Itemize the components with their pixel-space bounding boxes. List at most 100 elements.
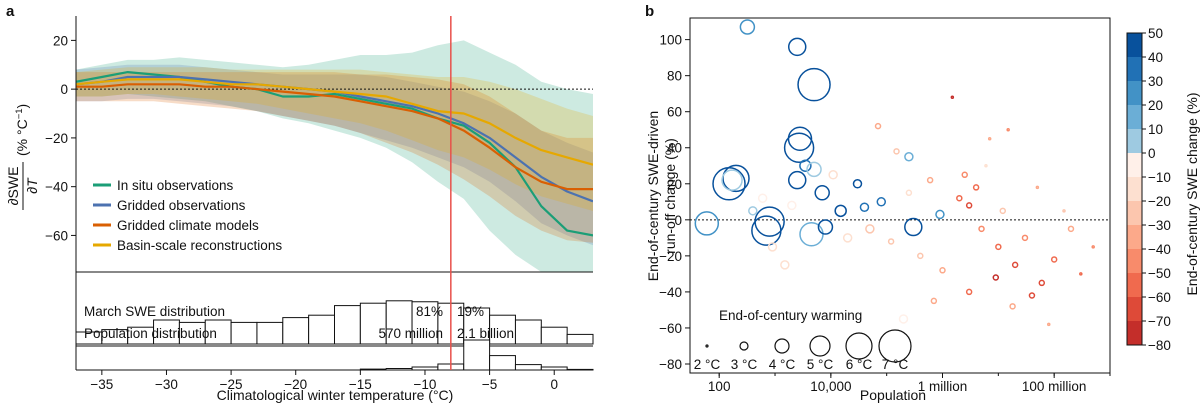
x-tick-label: −25 — [220, 377, 243, 392]
scatter-point — [754, 206, 785, 237]
scatter-point — [904, 152, 914, 162]
band-series-4 — [76, 67, 593, 211]
hist-label-pop_left: 570 million — [378, 326, 443, 341]
colorbar-segment — [1127, 321, 1142, 346]
scatter-point — [876, 197, 887, 207]
scatter-point — [1038, 279, 1046, 287]
scatter-point — [787, 170, 807, 190]
y-tick-label: 60 — [667, 105, 682, 120]
scatter-point — [799, 221, 824, 247]
scatter-point — [961, 171, 968, 179]
panel-a-letter: a — [6, 3, 15, 20]
scatter-point — [987, 136, 992, 141]
warming-legend-label: 7 °C — [882, 357, 909, 372]
y-tick-label: 100 — [659, 33, 682, 48]
scatter-point — [814, 185, 830, 201]
ylabel-unit: (% °C−1) — [14, 104, 30, 156]
legend-label: Basin-scale reconstructions — [117, 238, 282, 253]
colorbar-tick-label: −40 — [1148, 242, 1171, 257]
colorbar-tick-label: 30 — [1148, 74, 1163, 89]
scatter-point — [799, 159, 812, 173]
scatter-point — [939, 267, 946, 274]
warming-legend-title: End-of-century warming — [719, 308, 862, 323]
scatter-point — [898, 314, 909, 324]
colorbar-segment — [1127, 225, 1142, 250]
swe-hist-bar — [566, 333, 594, 345]
scatter-point — [1047, 322, 1051, 327]
panel-a-histograms: −35 −30 −25 −20 −15 −10 −5 0 March SWE distribut… — [75, 271, 594, 392]
scatter-point — [757, 193, 768, 203]
panel-b-letter: b — [645, 3, 654, 20]
band-series-1 — [76, 40, 593, 272]
y-tick-label: 40 — [667, 141, 682, 156]
y-tick-label: 0 — [674, 213, 682, 228]
scatter-point — [965, 202, 973, 209]
line-series-1 — [76, 71, 593, 237]
band-series-2 — [76, 64, 593, 246]
plot-area — [76, 40, 593, 272]
ylabel-numerator: ∂SWE — [5, 167, 21, 206]
scatter-point — [999, 207, 1007, 215]
y-tick-label: 20 — [53, 33, 68, 48]
hist-label-march_label: March SWE distribution — [84, 304, 225, 319]
swe-hist-bar — [540, 326, 568, 345]
swe-hist-bar — [514, 319, 542, 345]
scatter-area — [690, 19, 1110, 327]
swe-hist-bar — [334, 305, 361, 345]
ylabel-unit-close: ) — [14, 104, 30, 109]
x-tick-label: −35 — [90, 377, 113, 392]
colorbar-segment — [1127, 153, 1142, 178]
colorbar-tick-label: −80 — [1148, 338, 1171, 353]
scatter-point — [972, 184, 980, 191]
colorbar-tick-label: 40 — [1148, 50, 1163, 65]
line-series-4 — [76, 78, 593, 166]
colorbar-tick-label: 0 — [1148, 146, 1156, 161]
scatter-point — [995, 243, 1002, 251]
x-tick-label: −5 — [482, 377, 497, 392]
colorbar: 50 40 30 20 10 0 −10 −20 −30 −40 −50 −60 −70 −80 — [1126, 26, 1171, 353]
panel-b-ylabel: End-of-century SWE-driven run-off change… — [645, 111, 678, 281]
colorbar-tick-label: −70 — [1148, 314, 1171, 329]
scatter-point — [694, 211, 720, 236]
scatter-point — [722, 164, 750, 193]
pop-hist-bar — [489, 355, 516, 371]
swe-hist-bar — [489, 314, 516, 345]
colorbar-segment — [1127, 33, 1142, 58]
scatter-point — [828, 170, 838, 180]
colorbar-tick-label: −10 — [1148, 170, 1171, 185]
hist-label-threshold_label_right: 19% — [457, 304, 484, 319]
scatter-point — [767, 242, 778, 252]
scatter-point — [797, 67, 831, 102]
scatter-point — [1011, 261, 1019, 269]
scatter-point — [787, 37, 807, 57]
colorbar-segment — [1127, 105, 1142, 130]
colorbar-segment — [1127, 81, 1142, 106]
scatter-point — [783, 132, 815, 163]
colorbar-label: End-of-century SWE change (%) — [1184, 92, 1200, 295]
scatter-point — [917, 252, 924, 260]
scatter-point — [935, 209, 945, 220]
x-tick-label: 1 million — [918, 379, 968, 394]
colorbar-tick-label: 50 — [1148, 26, 1163, 41]
y-tick-label: 0 — [60, 82, 68, 97]
ylabel-unit-sup: −1 — [14, 108, 25, 119]
x-tick-label: 10,000 — [810, 379, 851, 394]
y-tick-label: −20 — [659, 249, 682, 264]
colorbar-tick-label: 10 — [1148, 122, 1163, 137]
scatter-point — [905, 189, 913, 197]
scatter-point — [751, 215, 782, 246]
scatter-point — [1021, 234, 1029, 242]
scatter-point — [965, 288, 973, 296]
panel-a-line-plot: 20 0 −20 −40 −60 In situ observations Gridded … — [45, 16, 593, 370]
colorbar-segment — [1127, 273, 1142, 298]
warming-legend-circle — [809, 335, 831, 357]
scatter-point — [1006, 127, 1010, 132]
scatter-point — [956, 194, 963, 202]
scatter-point — [992, 274, 1000, 281]
y-tick-label: 80 — [667, 69, 682, 84]
colorbar-segment — [1127, 129, 1142, 154]
scatter-point — [893, 148, 900, 155]
scatter-point — [1035, 185, 1040, 190]
scatter-point — [1062, 209, 1066, 213]
scatter-point — [834, 204, 847, 218]
